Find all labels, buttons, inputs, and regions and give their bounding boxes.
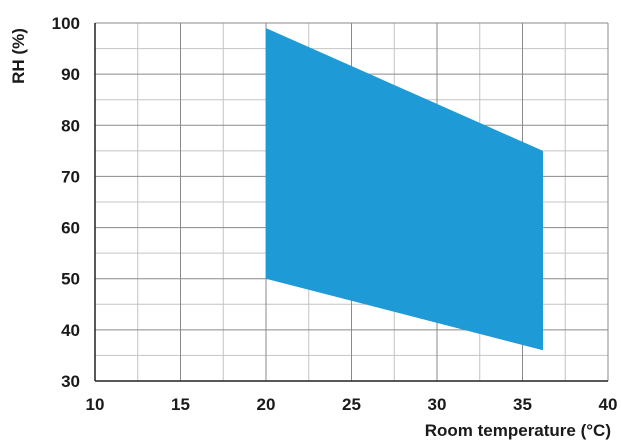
x-tick-label: 15 xyxy=(171,395,190,414)
x-tick-label: 20 xyxy=(257,395,276,414)
y-tick-label: 50 xyxy=(61,270,80,289)
y-tick-label: 70 xyxy=(61,167,80,186)
y-tick-label: 30 xyxy=(61,372,80,391)
x-tick-label: 30 xyxy=(428,395,447,414)
y-tick-label: 100 xyxy=(52,14,80,33)
x-tick-label: 10 xyxy=(86,395,105,414)
x-tick-label: 35 xyxy=(513,395,532,414)
x-tick-label: 25 xyxy=(342,395,361,414)
axes xyxy=(94,23,608,382)
y-axis-label: RH (%) xyxy=(9,28,28,84)
operating-range-area xyxy=(266,28,543,351)
x-tick-label: 40 xyxy=(599,395,618,414)
y-tick-label: 90 xyxy=(61,65,80,84)
y-tick-label: 80 xyxy=(61,116,80,135)
y-tick-labels: 30 40 50 60 70 80 90 100 xyxy=(52,14,80,391)
x-tick-labels: 10 15 20 25 30 35 40 xyxy=(86,395,618,414)
y-tick-label: 40 xyxy=(61,321,80,340)
y-tick-label: 60 xyxy=(61,219,80,238)
x-axis-label: Room temperature (°C) xyxy=(425,421,611,440)
area-series-0 xyxy=(266,28,543,351)
